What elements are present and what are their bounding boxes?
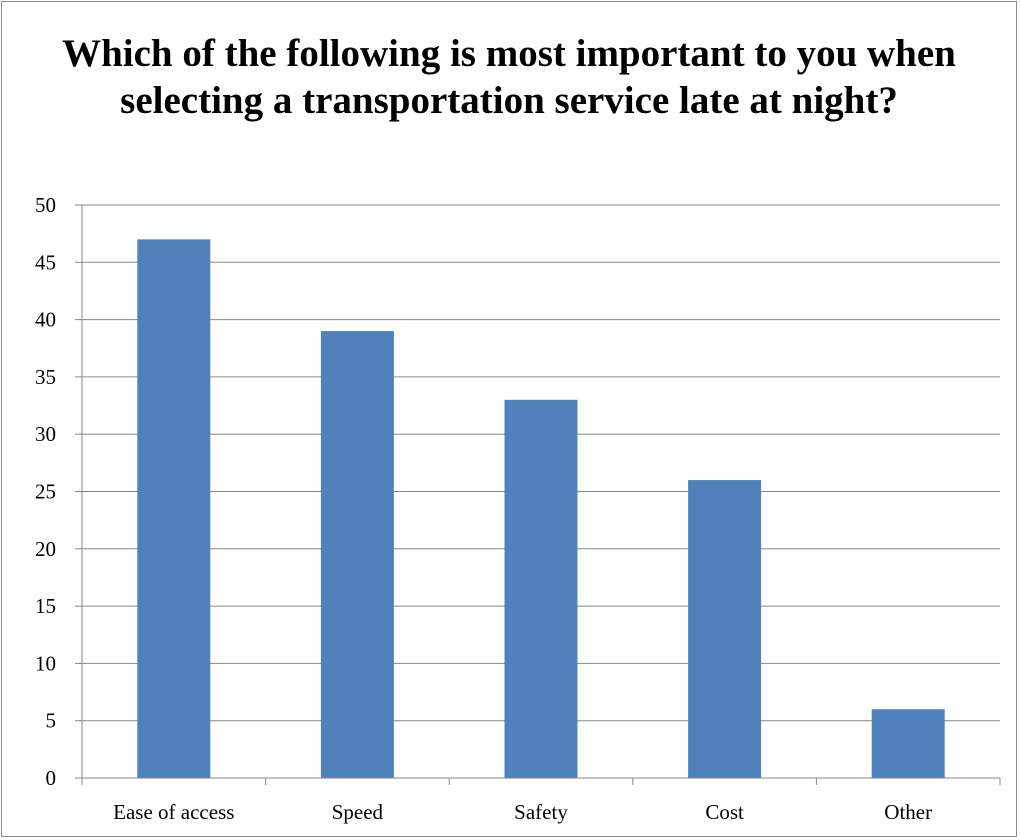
y-tick-label: 15	[35, 594, 56, 618]
y-tick-label: 0	[46, 766, 57, 790]
bar-cost	[688, 480, 762, 778]
y-tick-label: 45	[35, 250, 56, 274]
x-tick-label: Speed	[332, 800, 384, 824]
bar-safety	[504, 399, 578, 778]
y-tick-label: 30	[35, 422, 56, 446]
x-tick-label: Other	[884, 800, 932, 824]
bar-other	[871, 709, 945, 778]
bar-ease-of-access	[137, 239, 211, 778]
axes	[75, 204, 1001, 785]
y-tick-label: 20	[35, 537, 56, 561]
y-tick-label: 10	[35, 651, 56, 675]
y-tick-labels: 0 5 10 15 20 25 30 35 40 45 50	[35, 193, 56, 790]
bar-speed	[320, 331, 394, 778]
x-tick-label: Safety	[514, 800, 568, 824]
bars	[137, 239, 945, 778]
x-tick-label: Cost	[705, 800, 744, 824]
y-tick-label: 50	[35, 193, 56, 217]
x-tick-labels: Ease of access Speed Safety Cost Other	[113, 800, 932, 824]
y-tick-label: 25	[35, 480, 56, 504]
y-tick-label: 35	[35, 365, 56, 389]
x-tick-label: Ease of access	[113, 800, 234, 824]
y-tick-label: 40	[35, 308, 56, 332]
y-tick-label: 5	[46, 709, 57, 733]
chart-title: Which of the following is most important…	[62, 32, 956, 122]
